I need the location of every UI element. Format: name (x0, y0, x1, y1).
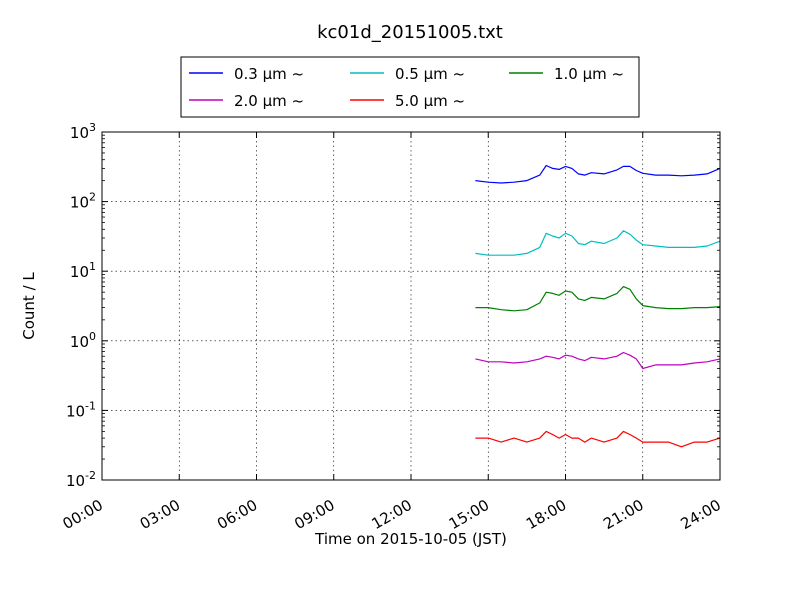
legend-label-3: 2.0 μm ~ (234, 92, 304, 110)
y-tick-exponent: 3 (89, 121, 96, 134)
legend-label-0: 0.3 μm ~ (234, 65, 304, 83)
y-tick-exponent: 1 (89, 260, 96, 273)
y-tick-base: 10 (70, 263, 89, 281)
y-tick-exponent: 2 (89, 191, 96, 204)
legend-label-2: 1.0 μm ~ (554, 65, 624, 83)
y-tick-base: 10 (66, 472, 85, 490)
chart-title: kc01d_20151005.txt (317, 22, 503, 43)
series-line-4 (475, 430, 721, 448)
y-tick-base: 10 (70, 124, 89, 142)
y-tick-label: 10-2 (66, 469, 96, 490)
series-lines (475, 164, 721, 448)
y-tick-label: 10-1 (66, 399, 96, 420)
x-axis-label: Time on 2015-10-05 (JST) (314, 530, 507, 548)
series-line-2 (475, 286, 721, 312)
y-tick-label: 103 (70, 121, 96, 142)
y-tick-base: 10 (66, 402, 85, 420)
series-line-1 (475, 230, 721, 256)
series-line-0 (475, 164, 721, 184)
series-line-3 (475, 351, 721, 370)
y-tick-label: 102 (70, 191, 96, 212)
y-axis-label: Count / L (20, 272, 38, 340)
y-tick-base: 10 (70, 194, 89, 212)
y-tick-exponent: -1 (85, 399, 96, 412)
y-tick-label: 100 (70, 330, 96, 351)
legend: 0.3 μm ~ 0.5 μm ~ 1.0 μm ~ 2.0 μm ~ 5.0 μm ~ (180, 56, 640, 118)
legend-box (180, 56, 640, 118)
y-tick-exponent: 0 (89, 330, 96, 343)
y-tick-label: 101 (70, 260, 96, 281)
legend-label-1: 0.5 μm ~ (395, 65, 465, 83)
y-tick-base: 10 (70, 333, 89, 351)
y-tick-exponent: -2 (85, 469, 96, 482)
legend-label-4: 5.0 μm ~ (395, 92, 465, 110)
